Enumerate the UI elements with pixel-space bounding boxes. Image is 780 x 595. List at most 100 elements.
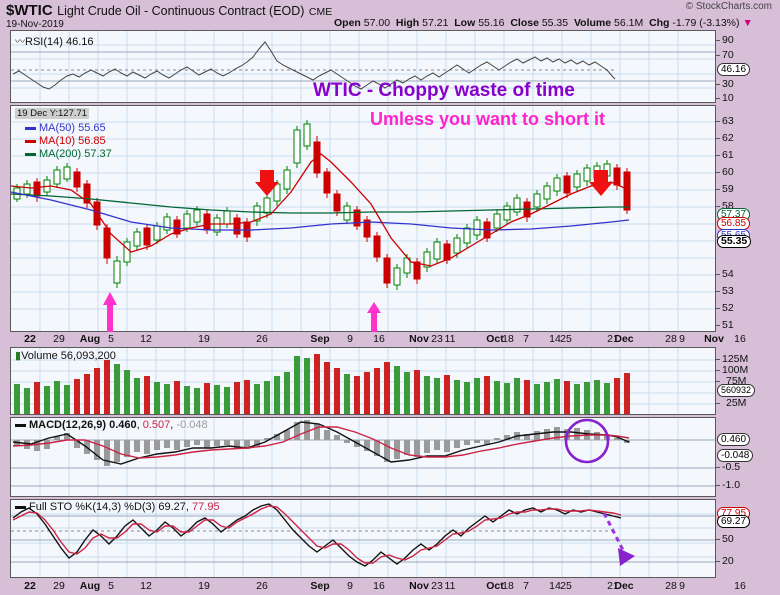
- xlab2-26: 26: [256, 580, 268, 592]
- red-down-arrow-1: [255, 170, 279, 196]
- ma200-swatch-icon: [25, 152, 36, 156]
- macd-bearish-cross-circle: [564, 418, 610, 464]
- x-axis-bottom: 22 29 Aug 5 12 19 26 Sep 9 16 23 Oct 7 1…: [10, 580, 716, 594]
- volume-axis: 125M 100M 75M 25M 560932: [716, 347, 780, 415]
- xlab-9: 9: [347, 333, 353, 345]
- price-axis: 63 62 61 60 59 58 54 53 52 51 57.37 56.8…: [716, 105, 780, 332]
- red-down-arrow-2: [589, 170, 613, 196]
- ma10-legend: MA(10) 56.85: [25, 135, 106, 147]
- xlab-oct: Oct: [486, 333, 504, 345]
- macd-legend: MACD(12,26,9) 0.460, 0.507, -0.048: [15, 419, 208, 431]
- macd-hist-value: -0.048: [176, 419, 208, 431]
- ma10-label: MA(10) 56.85: [39, 135, 106, 147]
- chg-value: -1.79 (-3.13%): [672, 17, 740, 29]
- price-tick-60: 60: [722, 166, 734, 178]
- xlab-23: 23: [431, 333, 443, 345]
- xlab-26: 26: [256, 333, 268, 345]
- xlab-aug: Aug: [79, 333, 101, 345]
- rsi-legend: 〰RSI(14) 46.16: [15, 33, 93, 48]
- macd-tick-neg05: -0.5: [722, 461, 741, 473]
- macd-axis: -0.5 -1.0 0.460 -0.048: [716, 417, 780, 497]
- xlab-nov: Nov: [704, 333, 724, 345]
- sto-k-value: 69.27: [158, 501, 186, 513]
- ma200-label: MA(200) 57.37: [39, 148, 112, 160]
- xlab-5: 5: [108, 333, 114, 345]
- magenta-up-arrow-2: [366, 302, 382, 337]
- rsi-tick-10: 10: [722, 92, 734, 104]
- chart-date: 19-Nov-2019: [6, 19, 64, 30]
- rsi-legend-text: RSI(14) 46.16: [25, 36, 94, 48]
- macd-tick-neg10: -1.0: [722, 479, 741, 491]
- price-tick-61: 61: [722, 149, 734, 161]
- volume-tick-25m: 25M: [726, 397, 747, 409]
- xlab-12: 12: [140, 333, 152, 345]
- chg-down-arrow-icon: ▼: [742, 17, 753, 29]
- xlab-19: 19: [198, 333, 210, 345]
- rsi-plot: [11, 31, 715, 102]
- xlab2-oct: Oct: [486, 580, 504, 592]
- xlab-14: 14: [549, 333, 561, 345]
- xlab2-sep: Sep: [310, 580, 330, 592]
- ma50-label: MA(50) 55.65: [39, 122, 106, 134]
- macd-swatch-icon: [15, 423, 26, 427]
- sto-plot: [11, 500, 715, 577]
- price-panel[interactable]: ly) 55.35 19 Dec Y:127.71 MA(50) 55.65 M…: [10, 105, 716, 332]
- sto-axis: 50 20 77.95 69.27: [716, 499, 780, 578]
- volume-tick-100m: 100M: [722, 364, 749, 376]
- stockcharts-logo: © StockCharts.com: [685, 1, 772, 12]
- open-value: 57.00: [363, 17, 391, 29]
- ma50-swatch-icon: [25, 126, 36, 130]
- rsi-panel[interactable]: 〰RSI(14) 46.16: [10, 30, 716, 103]
- xlab-29: 29: [53, 333, 65, 345]
- volume-legend: ▮Volume 56,093,200: [15, 349, 116, 362]
- rsi-tick-90: 90: [722, 34, 734, 46]
- volume-plot: [11, 348, 715, 414]
- chg-label: Chg: [649, 17, 670, 29]
- macd-panel[interactable]: MACD(12,26,9) 0.460, 0.507, -0.048: [10, 417, 716, 497]
- ma10-swatch-icon: [25, 139, 36, 143]
- annotation-line-2: Umless you want to short it: [370, 109, 606, 129]
- xlab2-16: 16: [373, 580, 385, 592]
- price-tick-63: 63: [722, 115, 734, 127]
- ma50-legend: MA(50) 55.65: [25, 122, 106, 134]
- rsi-current-value-pill: 46.16: [717, 63, 751, 76]
- xlab2-19: 19: [198, 580, 210, 592]
- magenta-up-arrow-1: [102, 292, 118, 337]
- xlab2-22: 22: [24, 580, 36, 592]
- xlab-28: 28: [665, 333, 677, 345]
- price-tick-58: 58: [722, 200, 734, 212]
- xlab-16: 16: [373, 333, 385, 345]
- price-tick-51: 51: [722, 319, 734, 331]
- sto-legend: Full STO %K(14,3) %D(3) 69.27, 77.95: [15, 501, 220, 513]
- rsi-axis: 90 70 30 10 46.16: [716, 30, 780, 104]
- xlab2-16b: 16: [734, 580, 746, 592]
- xlab2-23: 23: [431, 580, 443, 592]
- volume-label: Volume: [573, 17, 612, 29]
- close-value: 55.35: [541, 17, 569, 29]
- sto-k-value-pill: 69.27: [717, 515, 751, 528]
- x-axis-top: 22 29 Aug 5 12 19 26 Sep 9 16 23 Oct 7 1…: [10, 333, 716, 347]
- price-current-value-pill: 55.35: [717, 235, 752, 248]
- xlab2-12: 12: [140, 580, 152, 592]
- symbol-description: Light Crude Oil - Continuous Contract (E…: [57, 4, 305, 18]
- sto-swatch-icon: [15, 505, 26, 509]
- rsi-tick-30: 30: [722, 78, 734, 90]
- macd-hist-value-pill: -0.048: [717, 449, 754, 462]
- close-label: Close: [510, 17, 539, 29]
- low-value: 55.16: [478, 17, 505, 29]
- sto-svg: [11, 500, 715, 577]
- sto-tick-50: 50: [722, 533, 734, 545]
- macd-signal-value: 0.507: [142, 419, 171, 431]
- sto-tick-20: 20: [722, 555, 734, 567]
- symbol-ticker: $WTIC: [6, 2, 53, 19]
- volume-legend-text: Volume 56,093,200: [21, 350, 116, 362]
- open-label: Open: [334, 17, 361, 29]
- price-tick-52: 52: [722, 302, 734, 314]
- xlab2-29: 29: [53, 580, 65, 592]
- volume-panel[interactable]: ▮Volume 56,093,200: [10, 347, 716, 415]
- annotation-line-1: WTIC - Choppy waste of time: [313, 80, 575, 101]
- volume-tick-125m: 125M: [722, 353, 749, 365]
- rsi-tick-70: 70: [722, 49, 734, 61]
- price-tick-62: 62: [722, 132, 734, 144]
- sto-panel[interactable]: Full STO %K(14,3) %D(3) 69.27, 77.95: [10, 499, 716, 578]
